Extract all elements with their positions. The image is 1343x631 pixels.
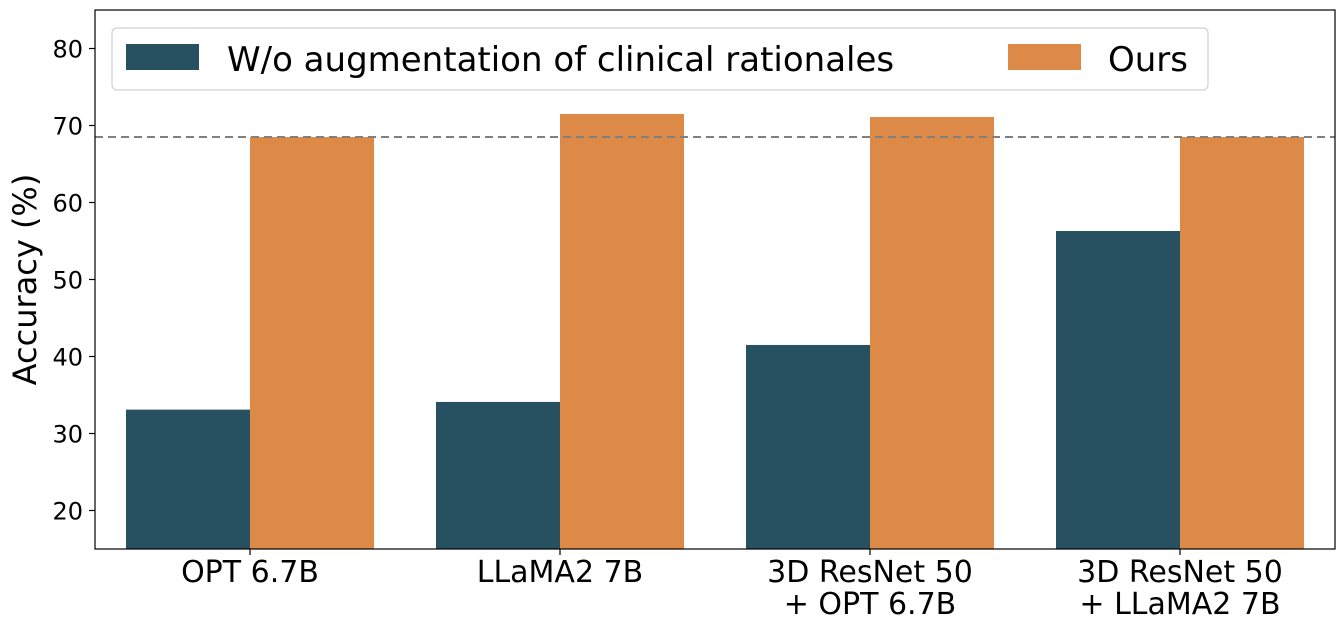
legend-label-ours: Ours — [1108, 40, 1188, 80]
y-tick-label: 80 — [52, 36, 83, 64]
bars-layer — [126, 113, 1304, 550]
bar-ours-1 — [560, 113, 684, 549]
x-tick-label: OPT 6.7B — [181, 555, 319, 590]
bar-baseline-3 — [1056, 230, 1180, 550]
y-tick-label: 30 — [52, 421, 83, 449]
bar-baseline-2 — [746, 344, 870, 549]
x-tick-label: 3D ResNet 50 — [767, 555, 973, 590]
y-tick-label: 50 — [52, 267, 83, 295]
x-tick-label: LLaMA2 7B — [477, 555, 644, 590]
bar-ours-3 — [1180, 137, 1304, 550]
y-axis-title: Accuracy (%) — [6, 174, 44, 386]
y-axis-ticks: 20 30 40 50 60 70 80 — [52, 36, 95, 526]
legend-swatch-baseline — [126, 44, 199, 70]
bar-ours-2 — [870, 117, 994, 549]
bar-baseline-0 — [126, 409, 250, 549]
legend-box — [111, 27, 1209, 91]
bar-ours-0 — [250, 137, 374, 550]
x-tick-label: + LLaMA2 7B — [1079, 587, 1280, 622]
y-tick-label: 70 — [52, 113, 83, 141]
y-tick-label: 60 — [52, 190, 83, 218]
x-axis-ticks: OPT 6.7B LLaMA2 7B 3D ResNet 50+ OPT 6.7B3… — [181, 549, 1283, 622]
x-tick-label: + OPT 6.7B — [784, 587, 957, 622]
y-tick-label: 20 — [52, 498, 83, 526]
legend: W/o augmentation of clinical rationales O… — [111, 27, 1209, 91]
bar-baseline-1 — [436, 401, 560, 549]
plot-area-frame — [94, 9, 1336, 550]
x-tick-label: 3D ResNet 50 — [1077, 555, 1283, 590]
legend-label-baseline: W/o augmentation of clinical rationales — [227, 40, 894, 80]
y-tick-label: 40 — [52, 344, 83, 372]
legend-swatch-ours — [1008, 44, 1081, 70]
